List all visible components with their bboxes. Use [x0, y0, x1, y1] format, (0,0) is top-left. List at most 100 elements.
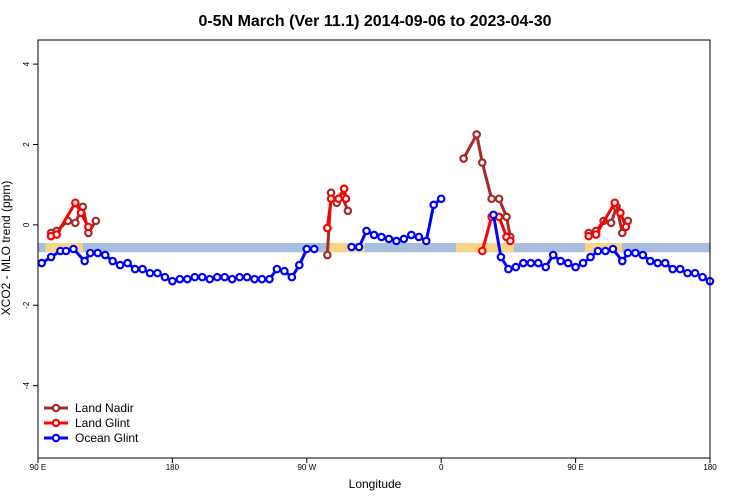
ocean-glint-point — [362, 226, 371, 236]
ocean-glint-point — [302, 244, 312, 254]
land-nadir-point — [323, 250, 332, 260]
legend-swatch-point — [51, 403, 61, 413]
x-axis-ticks: 90 E 180 90 W 0 90 E 180 — [30, 458, 717, 472]
y-tick-label: -2 — [22, 301, 31, 309]
land-glint-point — [505, 236, 515, 246]
ocean-glint-point — [280, 266, 289, 276]
ocean-glint-point — [37, 258, 47, 268]
ocean-glint-point — [220, 272, 229, 282]
legend-item-ocean-glint: Ocean Glint — [44, 431, 139, 445]
ocean-glint-point — [61, 246, 71, 256]
ocean-glint-point — [190, 272, 200, 282]
ocean-glint-point — [660, 258, 670, 268]
ocean-glint-point — [519, 258, 528, 268]
ocean-glint-point — [138, 264, 147, 274]
ocean-glint-point — [533, 258, 543, 268]
ocean-glint-point — [69, 244, 78, 254]
land-nadir-point — [472, 130, 481, 139]
highlight-band-1 — [327, 242, 365, 253]
ocean-glint-point — [623, 248, 633, 258]
ocean-glint-point — [369, 230, 379, 240]
legend-swatch-point — [51, 433, 61, 443]
land-glint-point — [334, 194, 343, 204]
ocean-glint-point — [429, 200, 439, 210]
ocean-glint-point — [257, 274, 267, 284]
ocean-glint-point — [668, 264, 677, 274]
land-nadir-point — [91, 216, 101, 226]
ocean-glint-point — [80, 256, 89, 266]
ocean-glint-point — [608, 244, 618, 254]
ocean-glint-point — [242, 272, 252, 282]
ocean-glint-point — [354, 242, 364, 252]
ocean-glint-point — [287, 272, 297, 282]
land-glint-point — [84, 222, 93, 232]
land-nadir-point — [477, 158, 487, 167]
ocean-glint-point — [556, 256, 565, 266]
land-glint-point — [323, 223, 332, 233]
ocean-glint-point — [690, 268, 700, 278]
ocean-glint-point — [593, 246, 603, 256]
land-glint-point — [339, 184, 349, 194]
land-glint-point — [71, 198, 80, 208]
land-glint-point — [326, 194, 336, 204]
land-glint-point — [52, 230, 61, 239]
y-tick-label: 2 — [22, 142, 31, 147]
ocean-glint-point — [46, 252, 56, 262]
land-nadir-point — [459, 154, 468, 163]
ocean-glint-point — [617, 256, 627, 266]
ocean-glint-point — [586, 252, 595, 262]
ocean-glint-point — [205, 274, 215, 284]
ocean-glint-point — [100, 250, 110, 260]
land-nadir-point — [71, 218, 80, 228]
x-tick-label: 180 — [166, 463, 180, 472]
land-glint-point — [477, 246, 487, 256]
ocean-glint-point — [526, 258, 536, 268]
land-nadir-point — [617, 228, 627, 238]
land-glint-point — [610, 198, 620, 208]
ocean-glint-point — [548, 250, 558, 260]
x-axis-label: Longitude — [349, 477, 402, 491]
ocean-glint-point — [85, 248, 95, 258]
ocean-glint-point — [197, 272, 207, 282]
ocean-glint-point — [295, 260, 304, 270]
legend-label: Ocean Glint — [75, 431, 139, 445]
y-axis-ticks: 4 2 0 -2 -4 — [22, 61, 38, 389]
y-tick-label: 4 — [22, 61, 31, 66]
land-nadir-point — [487, 194, 496, 204]
ocean-glint-point — [108, 256, 117, 266]
ocean-glint-point — [175, 274, 185, 284]
ocean-glint-point — [496, 252, 506, 262]
ocean-glint-point — [504, 264, 513, 274]
background-band — [38, 242, 710, 253]
y-axis-label: XCO2 - MLO trend (ppm) — [0, 181, 13, 316]
ocean-glint-point — [377, 232, 386, 242]
ocean-glint-point — [436, 194, 446, 204]
ocean-glint-point — [265, 274, 274, 284]
land-glint-point — [621, 222, 631, 232]
ocean-glint-point — [227, 274, 237, 284]
ocean-glint-point — [645, 256, 655, 266]
land-glint-point — [76, 208, 86, 218]
ocean-glint-point — [212, 272, 222, 282]
legend-label: Land Glint — [75, 416, 130, 430]
ocean-glint-point — [168, 276, 177, 286]
ocean-glint-point — [698, 272, 707, 282]
land-nadir-point — [343, 206, 353, 216]
x-tick-label: 90 E — [30, 463, 46, 472]
legend-label: Land Nadir — [75, 401, 134, 415]
ocean-glint-point — [392, 236, 401, 246]
ocean-glint-point — [511, 262, 521, 272]
ocean-glint-point — [421, 236, 431, 246]
ocean-glint-point — [601, 246, 610, 256]
ocean-glint-point — [563, 258, 573, 268]
ocean-glint-point — [145, 268, 155, 278]
ocean-glint-point — [115, 260, 125, 270]
ocean-glint-point — [571, 262, 580, 272]
ocean-glint-point — [683, 268, 692, 278]
highlight-band-2 — [456, 242, 514, 253]
ocean-glint-point — [675, 264, 685, 274]
y-tick-label: 0 — [22, 222, 31, 227]
